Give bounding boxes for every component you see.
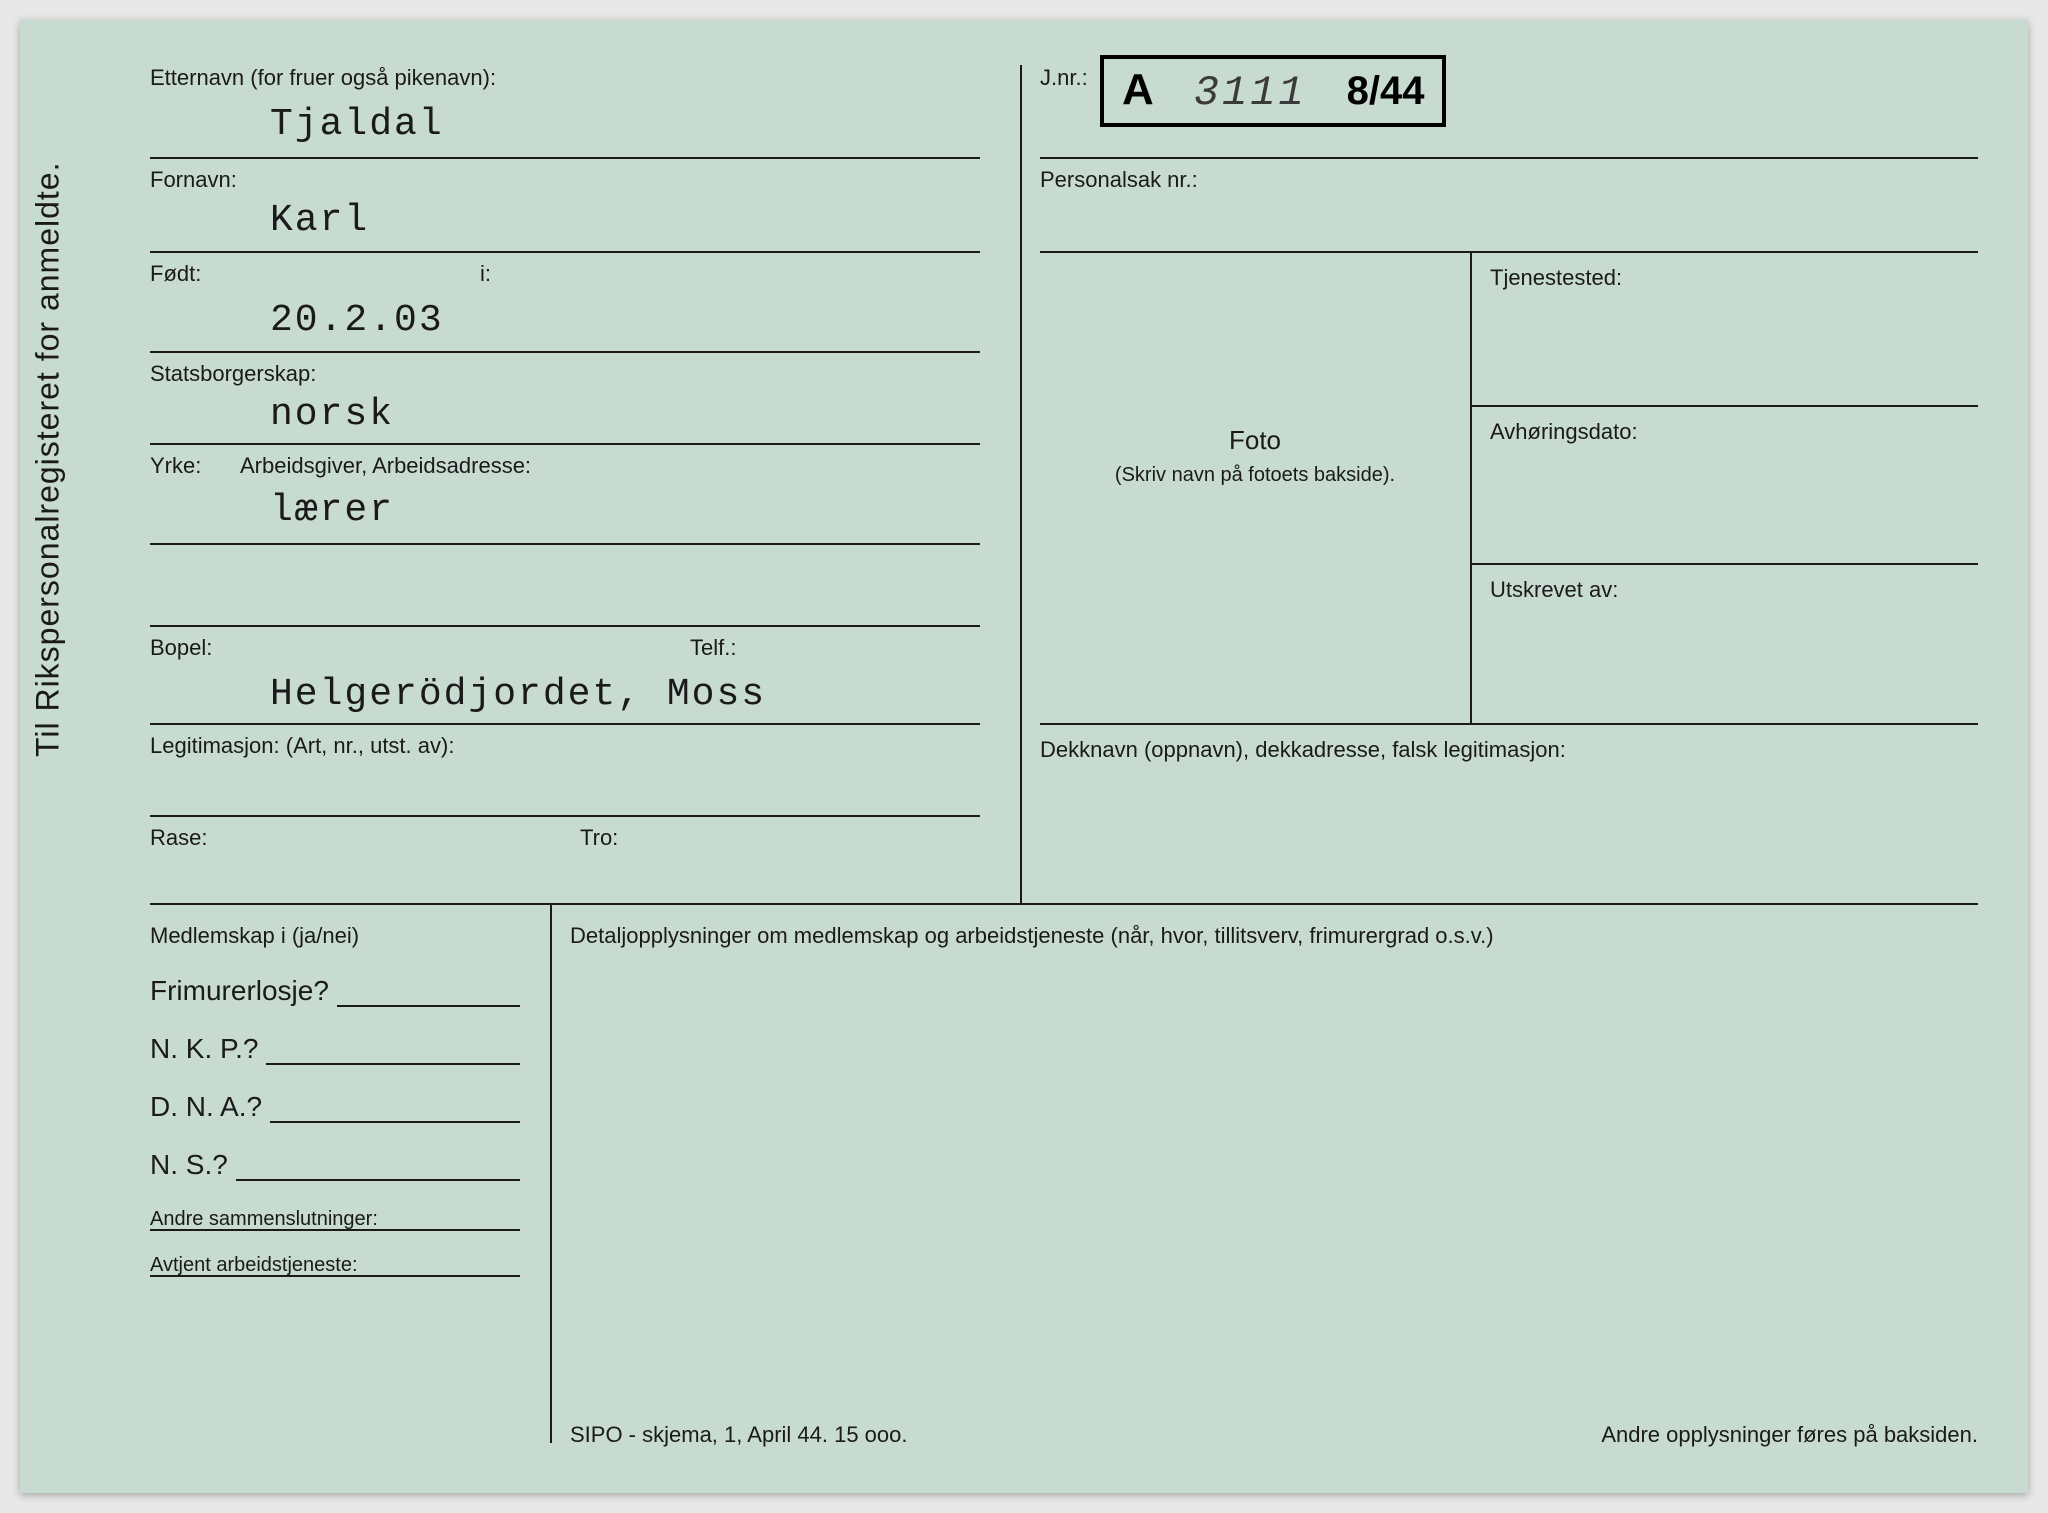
- jnr-letter: A: [1122, 65, 1154, 115]
- label-andre-sammen: Andre sammenslutninger:: [150, 1207, 520, 1231]
- line-nkp: [266, 1063, 520, 1065]
- vline-foto: [1470, 251, 1472, 723]
- label-fornavn: Fornavn:: [150, 167, 237, 193]
- side-title: Til Rikspersonalregisteret for anmeldte.: [30, 161, 67, 756]
- vline-lower: [550, 903, 552, 1443]
- label-frimurer: Frimurerlosje?: [150, 975, 337, 1007]
- foto-area: Foto (Skriv navn på fotoets bakside).: [1040, 425, 1470, 487]
- detail-block: Detaljopplysninger om medlemskap og arbe…: [570, 923, 1978, 949]
- label-avhoringsdato: Avhøringsdato:: [1490, 419, 1638, 445]
- line-stats: [150, 443, 980, 445]
- foto-subtitle: (Skriv navn på fotoets bakside).: [1040, 464, 1470, 487]
- line-bopel: [150, 723, 980, 725]
- line-yrke1: [150, 543, 980, 545]
- jnr-stamp: A 3111 8/44: [1100, 55, 1446, 127]
- label-utskrevet: Utskrevet av:: [1490, 577, 1618, 603]
- label-bopel: Bopel:: [150, 635, 212, 661]
- label-fodt-i: i:: [480, 261, 491, 287]
- label-yrke: Yrke:: [150, 453, 201, 479]
- line-foto-bottom: [1040, 723, 1978, 725]
- label-stats: Statsborgerskap:: [150, 361, 316, 387]
- label-detalj: Detaljopplysninger om medlemskap og arbe…: [570, 923, 1978, 949]
- foto-title: Foto: [1040, 425, 1470, 456]
- registration-card: Til Rikspersonalregisteret for anmeldte.…: [20, 20, 2028, 1493]
- label-tro: Tro:: [580, 825, 618, 851]
- line-avh: [1470, 563, 1978, 565]
- line-pers: [1040, 251, 1978, 253]
- label-ns: N. S.?: [150, 1149, 236, 1181]
- jnr-number: 3111: [1194, 69, 1307, 117]
- left-column: Etternavn (for fruer også pikenavn): Tja…: [150, 65, 980, 152]
- row-nkp: N. K. P.?: [150, 1033, 520, 1065]
- line-dna: [270, 1121, 520, 1123]
- label-arbeidsgiver: Arbeidsgiver, Arbeidsadresse:: [240, 453, 531, 479]
- value-yrke: lærer: [270, 489, 394, 532]
- label-nkp: N. K. P.?: [150, 1033, 266, 1065]
- label-dekknavn: Dekknavn (oppnavn), dekkadresse, falsk l…: [1040, 737, 1566, 763]
- label-fodt: Født:: [150, 261, 201, 287]
- row-dna: D. N. A.?: [150, 1091, 520, 1123]
- value-bopel: Helgerödjordet, Moss: [270, 673, 766, 716]
- jnr-suffix: 8/44: [1347, 69, 1425, 114]
- row-avtjent: Avtjent arbeidstjeneste:: [150, 1253, 520, 1277]
- card-content: Etternavn (for fruer også pikenavn): Tja…: [150, 65, 1978, 1448]
- line-frimurer: [337, 1005, 520, 1007]
- line-mid: [150, 903, 1978, 905]
- line-yrke2: [150, 625, 980, 627]
- membership-block: Medlemskap i (ja/nei) Frimurerlosje? N. …: [150, 923, 520, 1277]
- line-tjen: [1470, 405, 1978, 407]
- label-rase: Rase:: [150, 825, 207, 851]
- row-andre-sammen: Andre sammenslutninger:: [150, 1207, 520, 1231]
- value-fodt: 20.2.03: [270, 299, 444, 342]
- line-ns: [236, 1179, 520, 1181]
- line-etternavn: [150, 157, 980, 159]
- sipo-text: SIPO - skjema, 1, April 44. 15 ooo.: [570, 1422, 908, 1447]
- label-medlemskap: Medlemskap i (ja/nei): [150, 923, 520, 949]
- value-fornavn: Karl: [270, 199, 369, 242]
- row-ns: N. S.?: [150, 1149, 520, 1181]
- vline-main: [1020, 65, 1022, 903]
- line-jnr: [1040, 157, 1978, 159]
- value-stats: norsk: [270, 393, 394, 436]
- andre-opp-text: Andre opplysninger føres på baksiden.: [1601, 1422, 1978, 1447]
- footer-right: Andre opplysninger føres på baksiden.: [1601, 1422, 1978, 1448]
- label-legit: Legitimasjon: (Art, nr., utst. av):: [150, 733, 454, 759]
- label-telf: Telf.:: [690, 635, 736, 661]
- label-etternavn: Etternavn (for fruer også pikenavn):: [150, 65, 980, 91]
- footer-left: SIPO - skjema, 1, April 44. 15 ooo.: [570, 1422, 908, 1448]
- label-tjenestested: Tjenestested:: [1490, 265, 1622, 291]
- label-personalsak: Personalsak nr.:: [1040, 167, 1198, 193]
- value-etternavn: Tjaldal: [150, 91, 980, 152]
- line-fodt: [150, 351, 980, 353]
- label-dna: D. N. A.?: [150, 1091, 270, 1123]
- row-frimurer: Frimurerlosje?: [150, 975, 520, 1007]
- line-legit: [150, 815, 980, 817]
- label-avtjent: Avtjent arbeidstjeneste:: [150, 1253, 520, 1277]
- right-column: J.nr.: A 3111 8/44 Personalsak nr.: Foto…: [1040, 65, 1978, 91]
- line-fornavn: [150, 251, 980, 253]
